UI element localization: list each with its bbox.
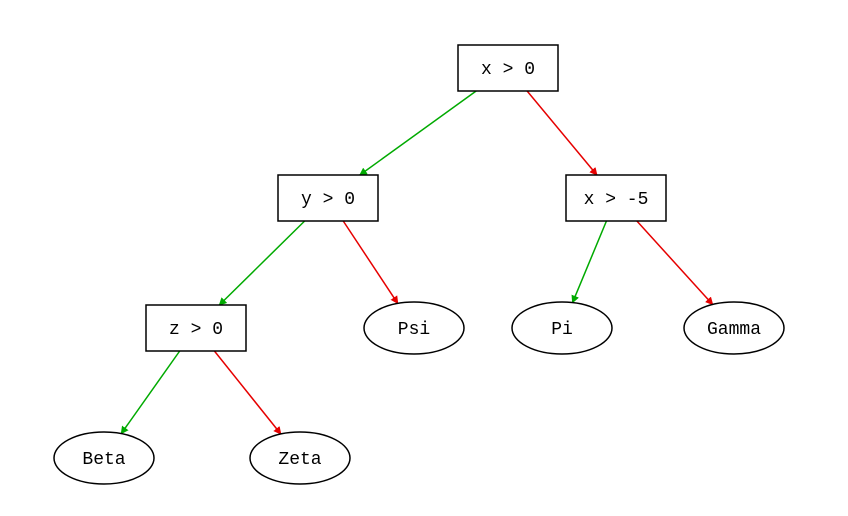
node-root: x > 0 bbox=[458, 45, 558, 91]
node-gamma: Gamma bbox=[684, 302, 784, 354]
edge-z-zeta bbox=[214, 351, 280, 434]
edge-y-psi bbox=[343, 221, 398, 303]
node-label: x > 0 bbox=[481, 60, 535, 80]
node-label: Zeta bbox=[278, 450, 321, 470]
decision-tree-diagram: x > 0 y > 0 x > -5 z > 0 Psi Pi Gamma Beta Zeta bbox=[0, 0, 848, 516]
nodes-layer: x > 0 y > 0 x > -5 z > 0 Psi Pi Gamma Beta Zeta bbox=[54, 45, 784, 484]
node-z: z > 0 bbox=[146, 305, 246, 351]
node-label: Beta bbox=[82, 450, 125, 470]
edge-y-z bbox=[219, 221, 304, 305]
node-zeta: Zeta bbox=[250, 432, 350, 484]
node-y: y > 0 bbox=[278, 175, 378, 221]
edges-layer bbox=[121, 91, 712, 434]
edge-x5-pi bbox=[573, 221, 607, 303]
node-label: y > 0 bbox=[301, 190, 355, 210]
node-label: Gamma bbox=[707, 320, 761, 340]
node-psi: Psi bbox=[364, 302, 464, 354]
node-label: Pi bbox=[551, 320, 573, 340]
node-label: x > -5 bbox=[584, 190, 649, 210]
edge-root-y bbox=[360, 91, 476, 175]
edge-x5-gamma bbox=[637, 221, 713, 304]
node-x5: x > -5 bbox=[566, 175, 666, 221]
node-beta: Beta bbox=[54, 432, 154, 484]
node-label: z > 0 bbox=[169, 320, 223, 340]
node-pi: Pi bbox=[512, 302, 612, 354]
edge-z-beta bbox=[121, 351, 179, 434]
edge-root-x5 bbox=[527, 91, 597, 175]
node-label: Psi bbox=[398, 320, 430, 340]
